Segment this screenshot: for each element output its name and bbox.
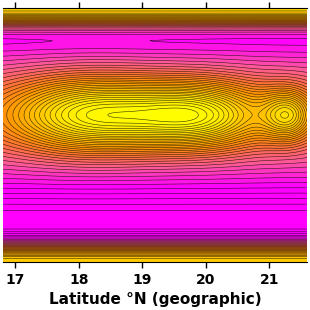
X-axis label: Latitude °N (geographic): Latitude °N (geographic) [49, 292, 261, 307]
